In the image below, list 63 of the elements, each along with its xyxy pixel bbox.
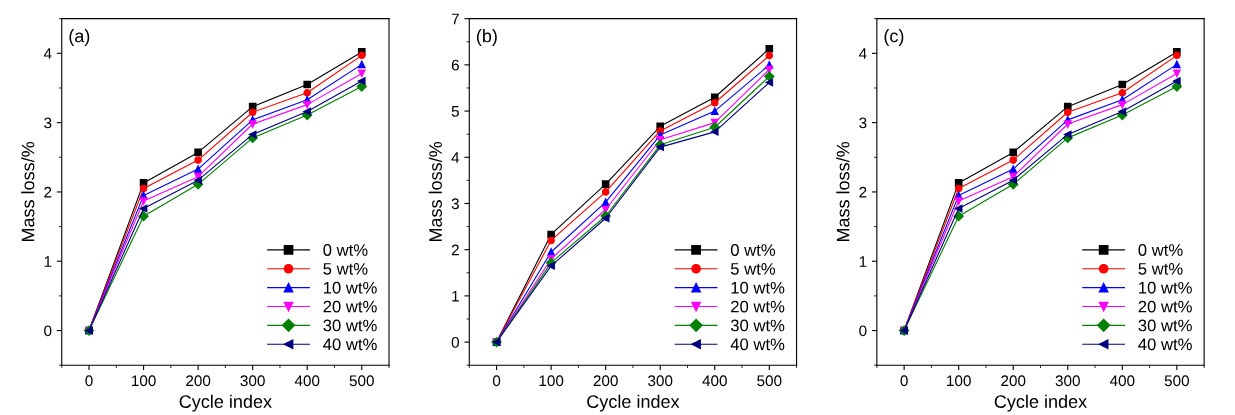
legend-label: 30 wt% [1138,319,1192,332]
legend-label: 40 wt% [1138,338,1192,351]
y-tick-label: 3 [44,117,52,129]
y-tick-label: 2 [451,244,459,256]
x-tick-label: 100 [131,375,156,387]
y-tick-label: 4 [451,152,460,163]
y-axis-title: Mass loss/% [21,141,35,242]
y-tick-label: 2 [44,186,52,198]
x-tick-label: 200 [186,375,211,387]
x-axis-title: Cycle index [587,394,680,412]
legend-label: 20 wt% [1138,300,1192,313]
legend-label: 10 wt% [323,281,377,294]
x-tick-label: 500 [349,375,374,387]
y-tick-label: 1 [44,256,52,267]
y-tick-label: 3 [859,117,867,129]
legend-label: 20 wt% [323,300,377,313]
y-tick-label: 0 [859,325,867,337]
x-axis-title: Cycle index [994,394,1087,412]
legend-label: 5 wt% [323,263,368,275]
annotation: (b) [476,29,497,46]
x-tick-label: 0 [900,375,908,387]
y-tick-label: 3 [451,198,459,210]
y-tick-label: 1 [452,290,459,302]
legend-label: 40 wt% [730,338,785,351]
y-tick-label: 5 [451,106,459,117]
y-tick-label: 1 [859,256,867,267]
x-tick-label: 400 [1109,375,1135,387]
x-axis-title: Cycle index [179,394,272,412]
x-tick-label: 0 [85,375,93,387]
y-tick-label: 0 [44,325,52,337]
y-tick-label: 0 [451,336,459,348]
legend-label: 10 wt% [731,281,785,294]
y-tick-label: 7 [451,13,459,25]
y-tick-label: 2 [859,186,867,198]
y-tick-label: 6 [451,59,459,71]
x-tick-label: 300 [648,375,673,387]
y-tick-label: 4 [43,48,52,59]
x-tick-label: 100 [947,375,971,387]
x-tick-label: 500 [1164,375,1189,387]
x-tick-label: 100 [539,375,564,387]
legend-label: 30 wt% [730,319,785,332]
legend-label: 5 wt% [1138,263,1183,275]
legend-label: 5 wt% [730,263,776,275]
legend-label: 20 wt% [731,300,785,313]
legend-label: 30 wt% [323,319,377,332]
x-tick-label: 200 [1001,375,1026,387]
legend-label: 0 wt% [730,244,776,256]
y-axis-title: Mass loss/% [836,141,850,242]
annotation: (a) [69,29,90,46]
x-tick-label: 500 [757,375,782,387]
x-tick-label: 300 [1055,375,1080,387]
x-tick-label: 200 [593,375,618,387]
legend-label: 10 wt% [1139,281,1192,294]
legend-label: 40 wt% [323,338,377,351]
x-tick-label: 300 [240,375,265,387]
legend-label: 0 wt% [323,244,368,256]
x-tick-label: 400 [702,375,727,387]
x-tick-label: 0 [492,375,501,387]
y-axis-title: Mass loss/% [428,141,442,242]
legend-label: 0 wt% [1138,244,1183,256]
x-tick-label: 400 [294,375,320,387]
annotation: (c) [884,29,904,46]
y-tick-label: 4 [858,48,867,59]
